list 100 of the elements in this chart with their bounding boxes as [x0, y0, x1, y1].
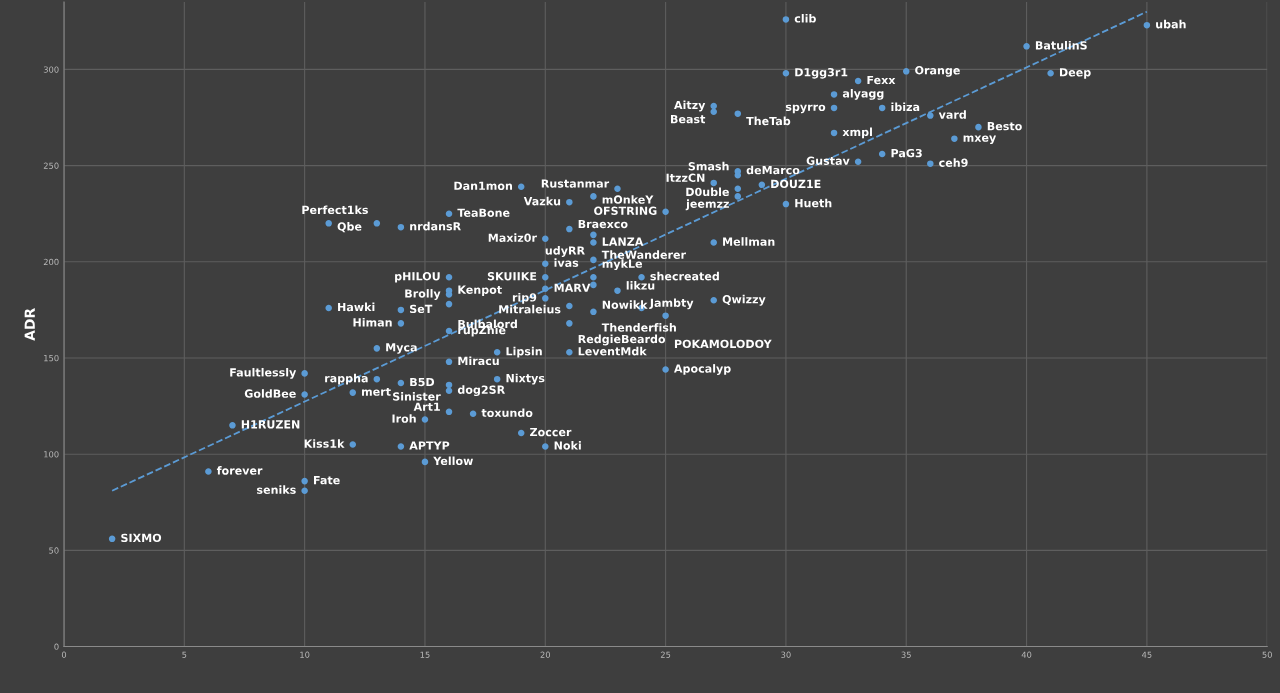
x-tick-label: 20 — [540, 651, 551, 658]
annotation: mxey — [963, 135, 997, 145]
y-tick-label: 0 — [54, 643, 59, 650]
annotation: Beast — [670, 115, 706, 124]
annotation: Apocalyp — [673, 364, 731, 375]
y-tick-label: 100 — [44, 451, 59, 458]
annotation: Fate — [313, 476, 340, 485]
annotation: Zoccer — [530, 427, 572, 437]
annotation: Braexco — [578, 219, 628, 229]
annotation: D0uble — [686, 187, 729, 197]
x-tick-label: 15 — [420, 651, 430, 658]
annotation: mykLe — [602, 259, 643, 271]
annotation: SeT — [410, 304, 433, 314]
x-tick-label: 0 — [61, 651, 67, 658]
annotation: GoldBee — [244, 389, 296, 398]
x-tick-label: 40 — [1021, 651, 1032, 658]
annotation: Maxiz0r — [488, 233, 537, 242]
annotation: vard — [938, 110, 966, 119]
annotation: MARV — [554, 283, 591, 292]
annotation: toxundo — [481, 408, 533, 418]
annotation: PaG3 — [891, 148, 922, 158]
annotation: Aitzy — [674, 100, 706, 112]
annotation: Nowikk — [602, 300, 648, 309]
annotation: Hawki — [338, 302, 375, 312]
annotation: Thenderfish — [601, 323, 676, 332]
annotation: Lipsin — [506, 346, 542, 358]
annotation: Qbe — [337, 222, 362, 233]
annotation: Deep — [1059, 68, 1091, 79]
annotation: spyrro — [785, 104, 826, 114]
y-axis-title: ADR — [24, 308, 35, 341]
annotation: Smash — [688, 161, 729, 171]
annotation: Yellow — [433, 456, 473, 466]
annotation: Brolly — [405, 289, 441, 300]
annotation: TheTab — [746, 116, 791, 126]
y-tick-label: 200 — [43, 258, 59, 266]
annotation: forever — [216, 466, 263, 475]
annotation: POKAMOLODOY — [674, 339, 772, 349]
annotation: pHILOU — [395, 272, 440, 283]
annotation: ibiza — [891, 102, 920, 112]
annotation: TheWanderer — [601, 250, 686, 259]
x-tick-label: 50 — [1262, 651, 1272, 658]
annotation: ceh9 — [939, 158, 968, 167]
annotation: TeaBone — [457, 208, 510, 217]
annotation: DOUZ1E — [771, 179, 821, 189]
annotation: Faultlessly — [230, 367, 297, 379]
annotation: SIXMO — [121, 533, 162, 543]
y-tick-label: 50 — [49, 547, 59, 554]
annotation: clib — [794, 14, 816, 23]
annotation: Jambty — [649, 298, 694, 310]
annotation: Mitraleius — [499, 304, 561, 314]
annotation: mert — [362, 387, 391, 396]
annotation: Dan1mon — [454, 181, 513, 190]
x-tick-label: 35 — [901, 651, 911, 658]
x-tick-label: 10 — [300, 651, 310, 658]
annotation: Noki — [554, 441, 581, 450]
x-tick-label: 30 — [781, 651, 791, 658]
annotation: Gustav — [806, 156, 850, 165]
annotation: seniks — [257, 485, 296, 494]
annotation: mOnkeY — [602, 195, 654, 204]
annotation: LeventMdk — [578, 346, 647, 356]
annotation: shecreated — [650, 271, 719, 281]
annotation: Rustanmar — [541, 179, 610, 188]
annotation: udyRR — [545, 246, 585, 257]
annotation: D1gg3r1 — [795, 67, 848, 79]
annotation: ivas — [554, 258, 579, 267]
annotation: Iroh — [392, 414, 416, 423]
y-tick-label: 300 — [43, 66, 59, 73]
annotation: Kiss1k — [304, 439, 345, 448]
annotation: Mellman — [723, 237, 775, 246]
annotation: rappha — [325, 373, 368, 385]
y-tick-label: 250 — [43, 162, 59, 169]
x-tick-label: 5 — [182, 651, 187, 658]
annotation: jeemzz — [685, 199, 729, 211]
annotation: ItzzCN — [666, 173, 705, 182]
annotation: Art1 — [413, 402, 440, 411]
annotation: likzu — [626, 281, 655, 290]
annotation: RedgieBeardo — [578, 334, 666, 346]
annotation: xmpl — [842, 127, 872, 139]
annotation: ubah — [1156, 19, 1186, 29]
annotation: Besto — [987, 122, 1022, 131]
annotation: Myca — [386, 343, 417, 354]
annotation: nrdansR — [410, 221, 461, 231]
annotation: Nixtys — [506, 373, 545, 385]
x-tick-label: 25 — [660, 651, 671, 658]
annotation: SKUIIKE — [487, 272, 537, 281]
annotation: B5D — [410, 377, 435, 387]
annotation: LANZA — [602, 237, 644, 246]
annotation: rip9 — [512, 292, 537, 304]
annotation: alyagg — [842, 89, 884, 100]
annotation: Orange — [915, 66, 960, 77]
annotation: Hueth — [795, 198, 832, 208]
annotation: Vazku — [523, 196, 561, 206]
x-tick-label: 45 — [1141, 651, 1152, 658]
annotation: Fexx — [867, 75, 896, 85]
annotation: dog2SR — [457, 385, 505, 397]
annotation: Kenpot — [458, 285, 502, 297]
annotation: Qwizzy — [722, 294, 766, 306]
y-tick-label: 150 — [44, 354, 59, 362]
annotation: Himan — [353, 317, 392, 327]
annotation: APTYP — [409, 441, 450, 450]
